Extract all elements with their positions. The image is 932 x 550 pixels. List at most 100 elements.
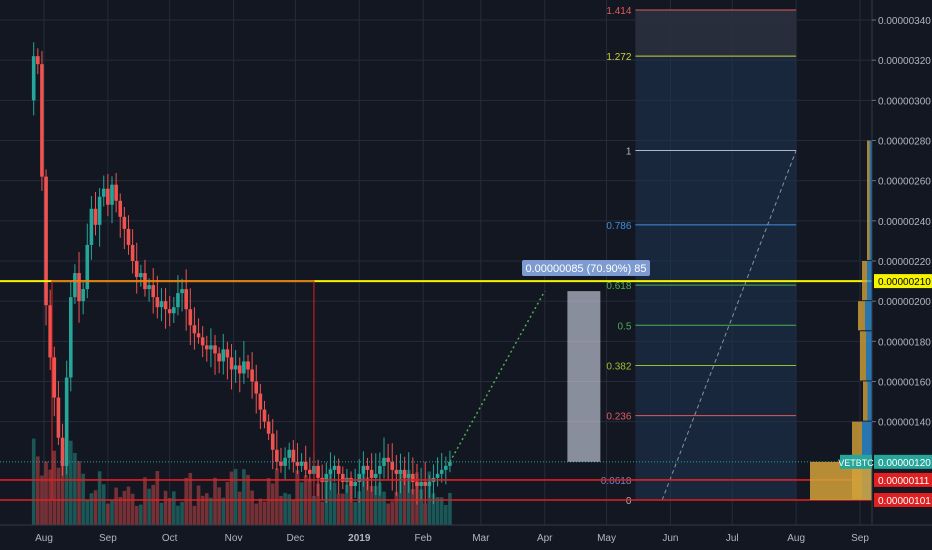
measure-bar	[567, 291, 601, 462]
volume-profile-sell	[867, 140, 870, 261]
volume-bar	[73, 453, 77, 525]
volume-profile-buy	[865, 301, 872, 331]
volume-bar	[110, 500, 114, 525]
candle-body	[373, 473, 378, 478]
volume-bar	[435, 497, 440, 525]
volume-bar	[373, 485, 378, 525]
volume-bar	[118, 496, 123, 525]
candle-body	[56, 397, 61, 438]
candle-body	[258, 393, 263, 410]
price-tick-label: 0.00000240	[878, 217, 931, 228]
volume-bar	[229, 471, 234, 525]
fib-level-label: 0.382	[606, 361, 631, 372]
volume-bar	[176, 505, 180, 525]
volume-bar	[423, 503, 428, 525]
volume-bar	[242, 469, 246, 525]
candle-body	[448, 461, 452, 466]
candle-body	[77, 273, 81, 302]
candle-body	[167, 309, 172, 314]
candle-body	[246, 361, 250, 370]
volume-bar	[163, 490, 168, 525]
volume-bar	[60, 447, 65, 525]
volume-bar	[196, 485, 201, 525]
fib-diagonal	[661, 150, 797, 501]
time-tick-label: Aug	[787, 533, 805, 544]
candle-body	[48, 305, 52, 358]
fib-level-label: 1.272	[606, 52, 631, 63]
volume-bar	[291, 500, 296, 525]
volume-bar	[192, 505, 197, 525]
volume-bar	[349, 484, 353, 525]
price-tick-label: 0.00000300	[878, 96, 931, 107]
time-tick-label: Apr	[537, 533, 553, 544]
volume-bar	[250, 490, 254, 525]
candle-body	[209, 345, 213, 350]
volume-bar	[328, 468, 333, 525]
volume-bar	[180, 501, 184, 525]
volume-bar	[134, 505, 139, 525]
volume-bar	[151, 484, 156, 525]
candle-body	[419, 481, 423, 486]
volume-bar	[270, 483, 275, 525]
measure-label-box	[522, 260, 650, 276]
volume-bar	[340, 493, 345, 525]
candle-body	[237, 365, 242, 374]
candle-body	[324, 473, 329, 482]
volume-bar	[114, 487, 118, 525]
volume-bar	[324, 478, 329, 525]
price-label-text: 0.00000210	[878, 277, 931, 288]
volume-bar	[419, 489, 423, 525]
fib-level-label: 1.414	[606, 6, 631, 17]
volume-bar	[312, 495, 316, 525]
volume-bar	[299, 482, 304, 525]
candle-body	[213, 345, 217, 354]
price-tick-label: 0.00000260	[878, 177, 931, 188]
volume-bar	[48, 469, 52, 525]
volume-bar	[209, 497, 213, 525]
price-label-text: 0.00000111	[878, 476, 930, 487]
volume-bar	[427, 471, 432, 525]
candle-body	[357, 473, 362, 482]
measure-label: 0.00000085 (70.90%) 85	[522, 260, 650, 276]
candle-body	[250, 369, 254, 382]
candle-body	[444, 465, 448, 470]
volume-bar	[287, 494, 292, 525]
candle-body	[180, 289, 184, 294]
volume-bar	[217, 487, 221, 525]
candle-body	[225, 349, 230, 358]
volume-bar	[369, 485, 374, 525]
price-axis: 0.00000340 0.00000320 0.00000300 0.00000280…	[871, 0, 932, 550]
volume-bar	[254, 503, 259, 525]
candle-body	[254, 381, 259, 394]
candle-body	[308, 469, 312, 474]
fib-level-label: 0.786	[606, 221, 631, 232]
time-axis-background	[0, 525, 932, 550]
volume-bar	[130, 493, 135, 525]
volume-bar	[402, 476, 407, 525]
time-tick-label: Dec	[286, 533, 304, 544]
volume-bar	[101, 484, 106, 525]
candle-body	[262, 409, 267, 422]
volume-profile-buy	[869, 140, 872, 261]
candle-body	[110, 184, 114, 205]
candle-body	[101, 188, 106, 197]
time-axis: Aug Sep Oct Nov Dec 2019 Feb Mar Apr May Jun Jul Aug…	[0, 524, 932, 550]
price-tick-label: 0.00000200	[878, 297, 931, 308]
volume-bar	[106, 503, 110, 525]
candle-body	[81, 289, 85, 302]
candle-body	[68, 297, 73, 378]
candle-body	[439, 469, 444, 474]
volume-bar	[415, 472, 419, 525]
volume-bar	[336, 493, 341, 525]
candle-body	[303, 461, 308, 470]
volume-profile-buy	[866, 331, 872, 381]
time-tick-label: May	[597, 533, 616, 544]
price-label-box	[874, 493, 932, 507]
volume-bar	[439, 497, 444, 525]
time-tick-label: 2019	[348, 533, 371, 544]
volume-bar	[398, 470, 403, 525]
candle-body	[340, 473, 345, 482]
volume-bar	[275, 468, 279, 525]
time-tick-label: Jun	[662, 533, 678, 544]
